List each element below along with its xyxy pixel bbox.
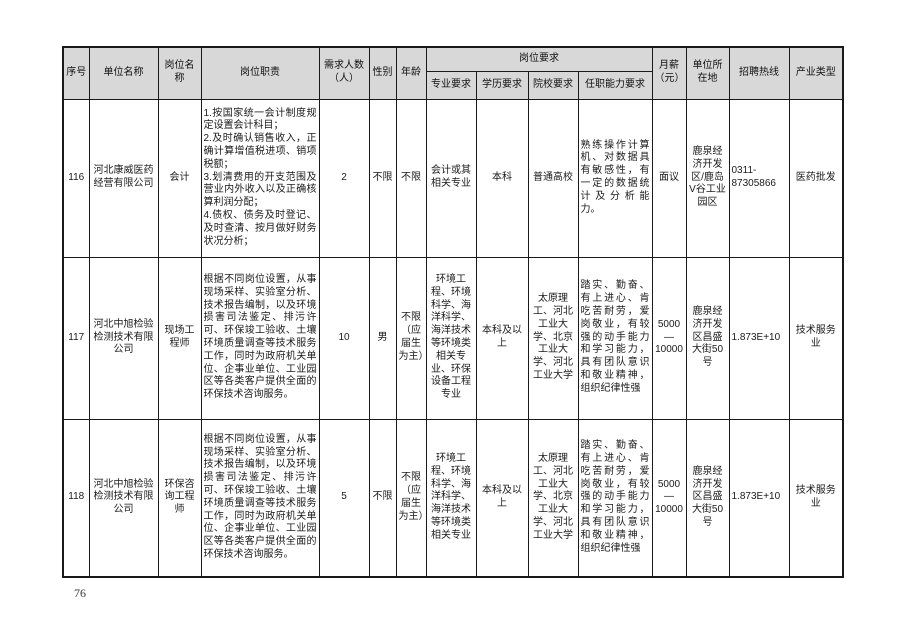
col-header-seq: 序号 bbox=[62, 46, 90, 100]
cell-education-req: 本科及以上 bbox=[475, 418, 529, 578]
job-table: 序号 单位名称 岗位名称 岗位职责 需求人数（人） 性别 年龄 岗位要求 月薪（… bbox=[62, 46, 844, 578]
cell-industry: 技术服务业 bbox=[788, 418, 844, 578]
cell-hotline: 0311-87305866 bbox=[728, 98, 790, 258]
cell-post-name: 现场工程师 bbox=[157, 256, 202, 420]
cell-seq: 117 bbox=[62, 256, 90, 420]
col-header-education: 学历要求 bbox=[475, 70, 529, 100]
cell-ability-req: 踏实、勤奋、有上进心、肯吃苦耐劳，爱岗敬业，有较强的动手能力和学习能力，具有团队… bbox=[577, 418, 653, 578]
col-header-salary: 月薪（元） bbox=[651, 46, 687, 100]
cell-salary: 5000—10000 bbox=[651, 418, 687, 578]
cell-age: 不限（应届生为主） bbox=[395, 418, 427, 578]
col-header-hotline: 招聘热线 bbox=[728, 46, 790, 100]
cell-salary: 5000—10000 bbox=[651, 256, 687, 420]
cell-duties: 1.按国家统一会计制度规定设置会计科目； 2.及时确认销售收入，正确计算增值税进… bbox=[200, 98, 320, 258]
cell-hotline: 1.873E+10 bbox=[728, 256, 790, 420]
cell-duties: 根据不同岗位设置，从事现场采样、实验室分析、技术报告编制，以及环境损害司法鉴定、… bbox=[200, 256, 320, 420]
page-number: 76 bbox=[74, 586, 86, 600]
cell-hotline: 1.873E+10 bbox=[728, 418, 790, 578]
col-header-industry: 产业类型 bbox=[788, 46, 844, 100]
col-header-gender: 性别 bbox=[368, 46, 397, 100]
cell-unit-name: 河北中旭检验检测技术有限公司 bbox=[88, 256, 159, 420]
col-header-unit: 单位名称 bbox=[88, 46, 159, 100]
col-header-requirements-group: 岗位要求 bbox=[425, 46, 653, 72]
cell-ability-req: 熟练操作计算机、对数据具有敏感性，有一定的数据统计及分析能力。 bbox=[577, 98, 653, 258]
cell-seq: 116 bbox=[62, 98, 90, 258]
cell-major-req: 环境工程、环境科学、海洋科学、海洋技术等环境类相关专业、环保设备工程专业 bbox=[425, 256, 477, 420]
cell-school-req: 普通高校 bbox=[527, 98, 579, 258]
cell-location: 鹿泉经济开发区/鹿岛V谷工业园区 bbox=[685, 98, 730, 258]
cell-location: 鹿泉经济开发区昌盛大街50号 bbox=[685, 256, 730, 420]
table-row: 116 河北康威医药经营有限公司 会计 1.按国家统一会计制度规定设置会计科目；… bbox=[62, 98, 844, 258]
cell-seq: 118 bbox=[62, 418, 90, 578]
cell-major-req: 会计或其相关专业 bbox=[425, 98, 477, 258]
cell-headcount: 10 bbox=[318, 256, 370, 420]
cell-school-req: 太原理工、河北工业大学、北京工业大学、河北工业大学 bbox=[527, 256, 579, 420]
cell-unit-name: 河北康威医药经营有限公司 bbox=[88, 98, 159, 258]
table-row: 118 河北中旭检验检测技术有限公司 环保咨询工程师 根据不同岗位设置，从事现场… bbox=[62, 418, 844, 578]
header-row-top: 序号 单位名称 岗位名称 岗位职责 需求人数（人） 性别 年龄 岗位要求 月薪（… bbox=[62, 46, 844, 100]
cell-duties: 根据不同岗位设置，从事现场采样、实验室分析、技术报告编制，以及环境损害司法鉴定、… bbox=[200, 418, 320, 578]
cell-post-name: 会计 bbox=[157, 98, 202, 258]
col-header-location: 单位所在地 bbox=[685, 46, 730, 100]
cell-education-req: 本科及以上 bbox=[475, 256, 529, 420]
cell-age: 不限（应届生为主） bbox=[395, 256, 427, 420]
cell-age: 不限 bbox=[395, 98, 427, 258]
cell-industry: 技术服务业 bbox=[788, 256, 844, 420]
col-header-age: 年龄 bbox=[395, 46, 427, 100]
cell-gender: 不限 bbox=[368, 418, 397, 578]
header-row-sub: 专业要求 学历要求 院校要求 任职能力要求 bbox=[63, 70, 843, 100]
cell-unit-name: 河北中旭检验检测技术有限公司 bbox=[88, 418, 159, 578]
cell-major-req: 环境工程、环境科学、海洋科学、海洋技术等环境类相关专业 bbox=[425, 418, 477, 578]
col-header-major: 专业要求 bbox=[425, 70, 477, 100]
col-header-ability: 任职能力要求 bbox=[577, 70, 653, 100]
cell-location: 鹿泉经济开发区昌盛大街50号 bbox=[685, 418, 730, 578]
cell-school-req: 太原理工、河北工业大学、北京工业大学、河北工业大学 bbox=[527, 418, 579, 578]
cell-headcount: 5 bbox=[318, 418, 370, 578]
cell-industry: 医药批发 bbox=[788, 98, 844, 258]
col-header-post: 岗位名称 bbox=[157, 46, 202, 100]
cell-gender: 男 bbox=[368, 256, 397, 420]
cell-education-req: 本科 bbox=[475, 98, 529, 258]
col-header-school: 院校要求 bbox=[527, 70, 579, 100]
cell-gender: 不限 bbox=[368, 98, 397, 258]
cell-ability-req: 踏实、勤奋、有上进心、肯吃苦耐劳，爱岗敬业，有较强的动手能力和学习能力，具有团队… bbox=[577, 256, 653, 420]
table-row: 117 河北中旭检验检测技术有限公司 现场工程师 根据不同岗位设置，从事现场采样… bbox=[62, 256, 844, 420]
col-header-headcount: 需求人数（人） bbox=[318, 46, 370, 100]
cell-salary: 面议 bbox=[651, 98, 687, 258]
cell-post-name: 环保咨询工程师 bbox=[157, 418, 202, 578]
cell-headcount: 2 bbox=[318, 98, 370, 258]
col-header-duty: 岗位职责 bbox=[200, 46, 320, 100]
